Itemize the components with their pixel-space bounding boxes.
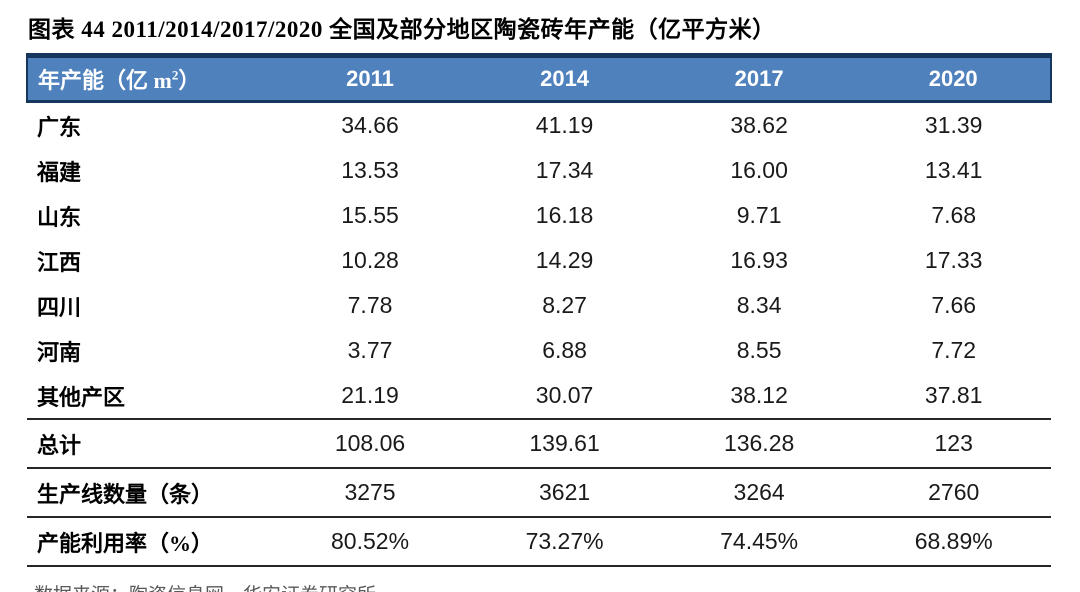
header-metric-text: 年产能（亿 m <box>38 68 172 93</box>
cell-value: 38.12 <box>661 373 857 420</box>
table-row-guangdong: 广东 34.66 41.19 38.62 31.39 <box>27 102 1051 149</box>
table-row-production-lines: 生产线数量（条） 3275 3621 3264 2760 <box>27 468 1051 518</box>
table-row-jiangxi: 江西 10.28 14.29 16.93 17.33 <box>27 238 1051 283</box>
cell-value: 34.66 <box>341 112 399 138</box>
cell-value: 9.71 <box>736 202 782 228</box>
cell-value: 13.41 <box>924 157 983 183</box>
cell-value: 14.29 <box>535 247 594 273</box>
table-row-utilization-rate: 产能利用率（%） 80.52% 73.27% 74.45% 68.89% <box>27 517 1051 567</box>
cell-value: 31.39 <box>924 112 983 138</box>
cell-value: 16.93 <box>730 247 788 273</box>
cell-value: 16.18 <box>535 202 594 228</box>
row-label: 四川 <box>37 294 82 320</box>
cell-value: 17.34 <box>535 157 594 183</box>
row-label: 山东 <box>37 204 82 230</box>
cell-value: 7.68 <box>931 202 977 228</box>
cell-value: 108.06 <box>272 419 468 469</box>
cell-value: 38.62 <box>730 112 788 138</box>
cell-value: 123 <box>856 419 1051 469</box>
header-year-2017: 2017 <box>661 53 857 103</box>
cell-value: 37.81 <box>856 373 1051 420</box>
row-label: 总计 <box>27 419 273 469</box>
cell-value: 16.00 <box>730 157 788 183</box>
table-row-fujian: 福建 13.53 17.34 16.00 13.41 <box>27 148 1051 193</box>
cell-value: 73.27% <box>467 517 662 567</box>
row-label: 其他产区 <box>27 373 273 420</box>
cell-value: 2760 <box>856 468 1051 518</box>
table-row-total: 总计 108.06 139.61 136.28 123 <box>27 419 1051 469</box>
row-label: 生产线数量（条） <box>27 468 273 518</box>
header-year-2020: 2020 <box>856 53 1052 103</box>
capacity-table: 年产能（亿 m2） 2011 2014 2017 2020 广东 34.66 4… <box>26 53 1052 567</box>
figure-title: 图表 44 2011/2014/2017/2020 全国及部分地区陶瓷砖年产能（… <box>28 17 776 42</box>
table-row-shandong: 山东 15.55 16.18 9.71 7.68 <box>27 193 1051 238</box>
cell-value: 136.28 <box>661 419 857 469</box>
table-row-sichuan: 四川 7.78 8.27 8.34 7.66 <box>27 283 1051 328</box>
cell-value: 139.61 <box>467 419 662 469</box>
cell-value: 3264 <box>661 468 857 518</box>
row-label: 福建 <box>37 159 82 185</box>
cell-value: 8.27 <box>542 292 587 318</box>
cell-value: 3275 <box>272 468 468 518</box>
header-year-2014: 2014 <box>467 53 662 103</box>
cell-value: 17.33 <box>924 247 983 273</box>
row-label: 广东 <box>37 114 82 140</box>
cell-value: 30.07 <box>467 373 662 420</box>
table-row-henan: 河南 3.77 6.88 8.55 7.72 <box>27 328 1051 373</box>
cell-value: 3621 <box>467 468 662 518</box>
header-metric-close: ） <box>178 68 201 93</box>
cell-value: 7.72 <box>931 337 977 363</box>
cell-value: 8.34 <box>736 292 782 318</box>
cell-value: 41.19 <box>535 112 594 138</box>
row-label: 产能利用率（%） <box>27 517 273 567</box>
cell-value: 7.66 <box>931 292 977 318</box>
cell-value: 74.45% <box>661 517 857 567</box>
table-row-other-regions: 其他产区 21.19 30.07 38.12 37.81 <box>27 373 1051 420</box>
cell-value: 8.55 <box>736 337 782 363</box>
cell-value: 3.77 <box>347 337 393 363</box>
header-metric-superscript: 2 <box>171 67 179 83</box>
cell-value: 10.28 <box>341 247 399 273</box>
cell-value: 21.19 <box>272 373 468 420</box>
cell-value: 13.53 <box>341 157 399 183</box>
cell-value: 15.55 <box>341 202 399 228</box>
header-year-2011: 2011 <box>272 53 468 103</box>
header-metric: 年产能（亿 m2） <box>26 53 273 103</box>
row-label: 江西 <box>37 249 82 275</box>
cell-value: 6.88 <box>542 337 587 363</box>
cell-value: 80.52% <box>272 517 468 567</box>
data-source: 数据来源：陶瓷信息网，华安证券研究所 <box>34 580 1052 592</box>
cell-value: 7.78 <box>347 292 393 318</box>
cell-value: 68.89% <box>856 517 1051 567</box>
row-label: 河南 <box>37 339 82 365</box>
table-header-row: 年产能（亿 m2） 2011 2014 2017 2020 <box>26 53 1052 103</box>
